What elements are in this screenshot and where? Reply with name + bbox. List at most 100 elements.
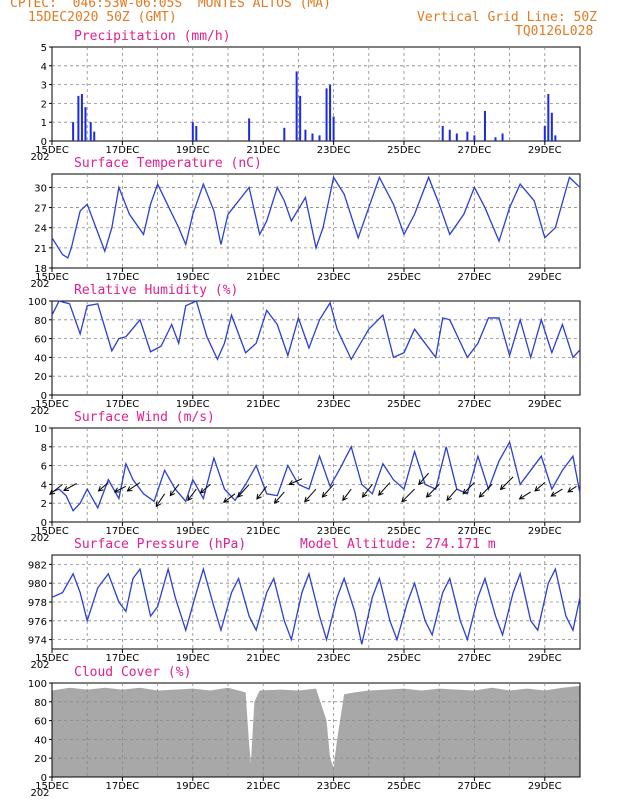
rh-frame	[51, 300, 581, 396]
temp-date-label: 27DEC	[458, 272, 492, 283]
wind-arrow	[200, 484, 211, 494]
pres-date-label: 21DEC	[246, 653, 280, 664]
wind-arrow	[63, 483, 77, 491]
wind-arrow-head	[97, 486, 104, 492]
precip-bar	[318, 135, 321, 141]
precip-bar	[332, 116, 335, 141]
precip-bar	[299, 95, 302, 141]
temp-date-label: 15DEC	[35, 272, 69, 283]
precip-bar	[466, 131, 469, 141]
precip-date-label: 19DEC	[176, 145, 210, 156]
precip-title: Precipitation (mm/h)	[74, 29, 231, 44]
wind-arrow	[462, 482, 475, 495]
pres-date-label: 15DEC	[35, 653, 69, 664]
wind-arrow	[378, 482, 391, 496]
precip-bar	[441, 125, 444, 141]
rh-date-label: 25DEC	[387, 399, 421, 410]
cloud-area	[52, 685, 580, 777]
wind-arrow	[418, 472, 430, 485]
wind-date-label: 27DEC	[458, 526, 492, 537]
precip-bar	[304, 129, 307, 141]
rh-date-label: 21DEC	[246, 399, 280, 410]
wind-arrow	[322, 484, 334, 498]
wind-title: Surface Wind (m/s)	[74, 410, 215, 425]
precip-frame	[51, 46, 581, 142]
precip-date-label: 29DEC	[528, 145, 562, 156]
wind-arrow-head	[304, 496, 310, 503]
wind-arrow	[49, 484, 63, 495]
wind-arrow	[401, 488, 415, 503]
precip-bar	[77, 95, 80, 141]
precip-bar	[93, 131, 96, 141]
pres-date-label: 25DEC	[387, 653, 421, 664]
wind-ytick-label: 0	[41, 518, 47, 529]
pres-ytick-label: 982	[28, 560, 47, 571]
pres-date-label: 23DEC	[317, 653, 351, 664]
rh-ytick-label: 20	[34, 372, 47, 383]
wind-arrow	[534, 482, 546, 492]
cloud-year-label: 202	[30, 788, 49, 799]
precip-bar	[283, 127, 286, 141]
temp-ytick-label: 18	[34, 264, 47, 275]
precip-date-label: 23DEC	[317, 145, 351, 156]
cloud-ytick-label: 100	[28, 679, 47, 690]
precip-bar	[84, 107, 87, 141]
wind-arrow-head	[342, 495, 348, 502]
wind-ytick-label: 2	[41, 499, 47, 510]
temp-date-label: 17DEC	[106, 272, 140, 283]
wind-arrow	[114, 485, 127, 493]
wind-arrow	[362, 484, 373, 498]
wind-date-label: 19DEC	[176, 526, 210, 537]
rh-date-label: 17DEC	[106, 399, 140, 410]
precip-date-label: 15DEC	[35, 145, 69, 156]
rh-ytick-label: 100	[28, 297, 47, 308]
wind-arrow-head	[256, 493, 262, 500]
wind-arrow	[426, 484, 440, 498]
grid-note: Vertical Grid Line: 50Z	[417, 10, 598, 25]
rh-date-label: 15DEC	[35, 399, 69, 410]
precip-ytick-label: 4	[41, 62, 47, 73]
precip-bar	[80, 94, 83, 141]
precip-bar	[195, 125, 198, 141]
wind-arrow	[479, 484, 493, 498]
rh-ytick-label: 80	[34, 316, 47, 327]
precip-bar	[455, 133, 458, 141]
precip-ytick-label: 5	[41, 43, 47, 54]
precip-bar	[494, 137, 497, 141]
wind-arrow-head	[49, 489, 55, 495]
wind-ytick-label: 8	[41, 443, 47, 454]
rh-date-label: 19DEC	[176, 399, 210, 410]
cloud-date-label: 27DEC	[458, 781, 492, 792]
precip-ytick-label: 1	[41, 118, 47, 129]
wind-arrow	[519, 491, 531, 500]
temp-date-label: 21DEC	[246, 272, 280, 283]
precip-date-label: 21DEC	[246, 145, 280, 156]
wind-arrow-head	[126, 486, 133, 492]
pres-year-label: 202	[30, 660, 49, 671]
wind-arrow	[98, 482, 109, 492]
rh-year-label: 202	[30, 406, 49, 417]
wind-ytick-label: 6	[41, 462, 47, 473]
wind-arrow-head	[446, 495, 452, 502]
rh-ytick-label: 40	[34, 353, 47, 364]
rh-date-label: 27DEC	[458, 399, 492, 410]
precip-bar	[89, 122, 92, 141]
cloud-ytick-label: 0	[41, 773, 47, 784]
temp-date-label: 23DEC	[317, 272, 351, 283]
temp-title: Surface Temperature (nC)	[74, 156, 262, 171]
wind-line	[51, 440, 581, 512]
cloud-ytick-label: 20	[34, 754, 47, 765]
precip-bar	[448, 129, 451, 141]
wind-arrow	[567, 485, 577, 493]
temp-date-label: 29DEC	[528, 272, 562, 283]
temp-year-label: 202	[30, 279, 49, 290]
wind-frame	[51, 427, 581, 523]
precip-date-label: 27DEC	[458, 145, 492, 156]
rh-title: Relative Humidity (%)	[74, 283, 238, 298]
precip-bar	[554, 135, 557, 141]
precip-date-label: 25DEC	[387, 145, 421, 156]
cloud-date-label: 23DEC	[317, 781, 351, 792]
wind-arrow	[127, 482, 141, 492]
wind-date-label: 23DEC	[317, 526, 351, 537]
temp-ytick-label: 27	[34, 204, 47, 215]
